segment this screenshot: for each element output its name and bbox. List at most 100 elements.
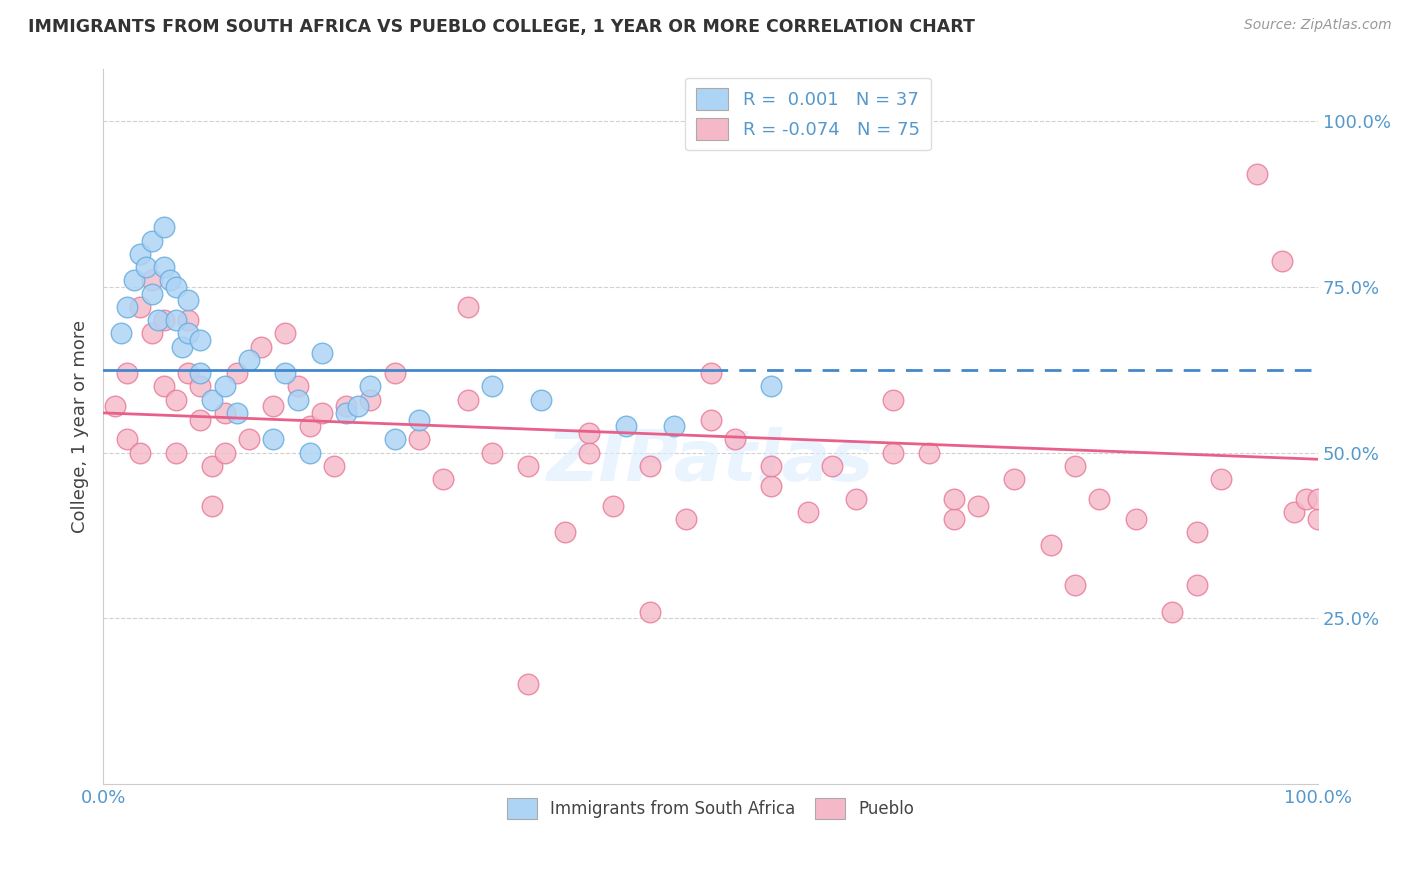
Point (1295, 491, 1317, 506)
Point (761, 458, 783, 473)
Point (141, 326, 163, 341)
Point (481, 445, 503, 459)
Point (165, 280, 187, 294)
Point (214, 379, 236, 393)
Point (262, 399, 284, 413)
Point (638, 605, 661, 619)
Point (918, 445, 941, 459)
Point (761, 479, 783, 493)
Point (188, 379, 211, 393)
Point (177, 293, 200, 308)
Point (287, 392, 309, 407)
Point (638, 458, 661, 473)
Point (117, 366, 139, 380)
Point (664, 419, 686, 434)
Point (845, 491, 868, 506)
Point (359, 392, 381, 407)
Point (457, 300, 479, 314)
Point (153, 313, 176, 327)
Point (517, 458, 540, 473)
Point (457, 392, 479, 407)
Point (359, 379, 381, 393)
Point (942, 512, 965, 526)
Point (141, 286, 163, 301)
Point (298, 445, 321, 459)
Point (201, 392, 224, 407)
Point (1064, 578, 1087, 592)
Point (165, 313, 187, 327)
Point (1282, 505, 1305, 519)
Point (225, 406, 247, 420)
Point (335, 399, 357, 413)
Point (797, 505, 820, 519)
Point (287, 379, 309, 393)
Point (122, 273, 145, 287)
Text: Source: ZipAtlas.com: Source: ZipAtlas.com (1244, 18, 1392, 32)
Point (578, 425, 600, 440)
Point (225, 366, 247, 380)
Point (153, 220, 176, 235)
Point (1185, 578, 1208, 592)
Point (128, 247, 150, 261)
Point (432, 472, 454, 486)
Point (188, 412, 211, 426)
Point (821, 458, 844, 473)
Point (1039, 538, 1062, 552)
Point (529, 392, 551, 407)
Point (1185, 525, 1208, 540)
Point (1161, 605, 1184, 619)
Point (323, 458, 346, 473)
Point (214, 406, 236, 420)
Point (274, 326, 297, 341)
Point (675, 512, 697, 526)
Text: ZIPatlas: ZIPatlas (547, 427, 875, 496)
Point (699, 366, 721, 380)
Point (146, 313, 169, 327)
Point (117, 433, 139, 447)
Point (517, 677, 540, 691)
Point (153, 379, 176, 393)
Point (335, 406, 357, 420)
Text: IMMIGRANTS FROM SOUTH AFRICA VS PUEBLO COLLEGE, 1 YEAR OR MORE CORRELATION CHART: IMMIGRANTS FROM SOUTH AFRICA VS PUEBLO C… (28, 18, 974, 36)
Point (201, 499, 224, 513)
Point (274, 366, 297, 380)
Point (481, 379, 503, 393)
Point (311, 406, 333, 420)
Point (135, 260, 157, 275)
Point (882, 392, 904, 407)
Point (1271, 253, 1294, 268)
Point (311, 346, 333, 360)
Point (141, 234, 163, 248)
Point (238, 433, 260, 447)
Point (128, 445, 150, 459)
Point (384, 433, 406, 447)
Legend: Immigrants from South Africa, Pueblo: Immigrants from South Africa, Pueblo (501, 792, 921, 825)
Point (1246, 168, 1268, 182)
Point (408, 433, 430, 447)
Point (1064, 458, 1087, 473)
Point (614, 419, 637, 434)
Point (1209, 472, 1232, 486)
Point (110, 326, 132, 341)
Point (1308, 512, 1330, 526)
Point (942, 491, 965, 506)
Point (104, 399, 127, 413)
Point (699, 412, 721, 426)
Point (141, 273, 163, 287)
Point (1088, 491, 1111, 506)
Point (761, 379, 783, 393)
Point (1308, 491, 1330, 506)
Point (408, 412, 430, 426)
Point (384, 366, 406, 380)
Point (554, 525, 576, 540)
Point (250, 340, 273, 354)
Point (1125, 512, 1147, 526)
Point (177, 326, 200, 341)
Point (201, 458, 224, 473)
Point (214, 445, 236, 459)
Point (165, 445, 187, 459)
Point (177, 366, 200, 380)
Point (602, 499, 624, 513)
Point (165, 392, 187, 407)
Point (298, 419, 321, 434)
